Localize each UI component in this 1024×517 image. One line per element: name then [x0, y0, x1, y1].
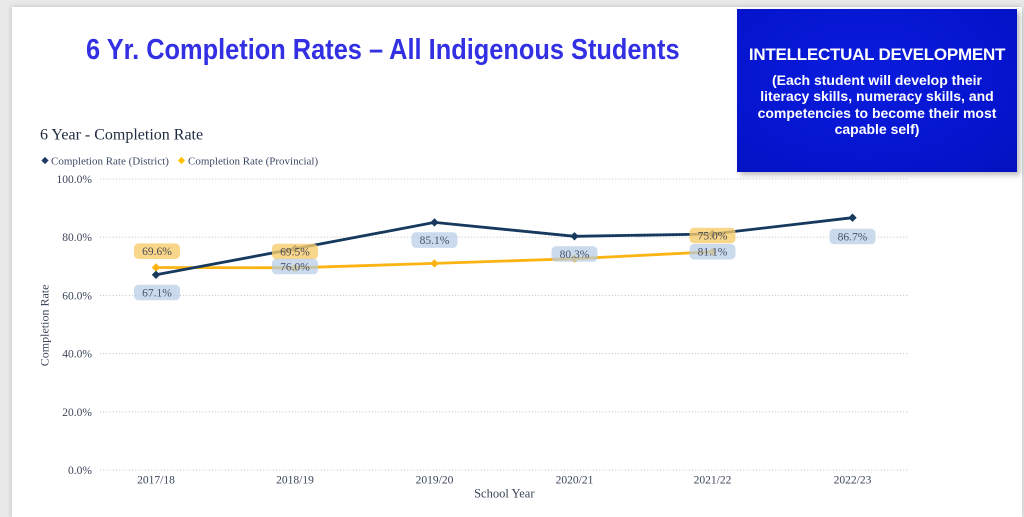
svg-text:Completion Rate: Completion Rate	[38, 285, 52, 367]
svg-text:2018/19: 2018/19	[276, 475, 314, 487]
svg-text:2020/21: 2020/21	[556, 475, 594, 487]
svg-text:81.1%: 81.1%	[698, 247, 728, 259]
svg-text:0.0%: 0.0%	[68, 465, 92, 477]
svg-text:40.0%: 40.0%	[62, 349, 92, 361]
svg-text:2019/20: 2019/20	[416, 475, 454, 487]
svg-text:69.6%: 69.6%	[142, 246, 172, 258]
svg-text:76.0%: 76.0%	[280, 262, 310, 274]
svg-text:80.0%: 80.0%	[62, 232, 92, 244]
svg-text:2017/18: 2017/18	[137, 475, 175, 487]
svg-text:Completion Rate (District): Completion Rate (District)	[51, 155, 169, 167]
svg-text:2022/23: 2022/23	[834, 475, 872, 487]
svg-text:69.5%: 69.5%	[280, 247, 310, 259]
svg-text:67.1%: 67.1%	[142, 288, 172, 300]
svg-text:School Year: School Year	[474, 487, 535, 501]
svg-text:75.0%: 75.0%	[698, 231, 728, 243]
svg-text:85.1%: 85.1%	[420, 235, 450, 247]
svg-text:86.7%: 86.7%	[838, 232, 868, 244]
svg-text:100.0%: 100.0%	[57, 174, 93, 186]
svg-text:80.3%: 80.3%	[560, 249, 590, 261]
svg-text:20.0%: 20.0%	[62, 407, 92, 419]
svg-text:60.0%: 60.0%	[62, 290, 92, 302]
svg-text:2021/22: 2021/22	[694, 475, 732, 487]
svg-text:Completion Rate (Provincial): Completion Rate (Provincial)	[188, 155, 318, 167]
svg-text:6 Year - Completion Rate: 6 Year - Completion Rate	[40, 127, 203, 144]
